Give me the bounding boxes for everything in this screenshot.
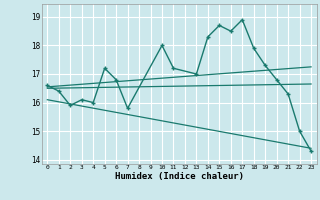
X-axis label: Humidex (Indice chaleur): Humidex (Indice chaleur) <box>115 172 244 181</box>
